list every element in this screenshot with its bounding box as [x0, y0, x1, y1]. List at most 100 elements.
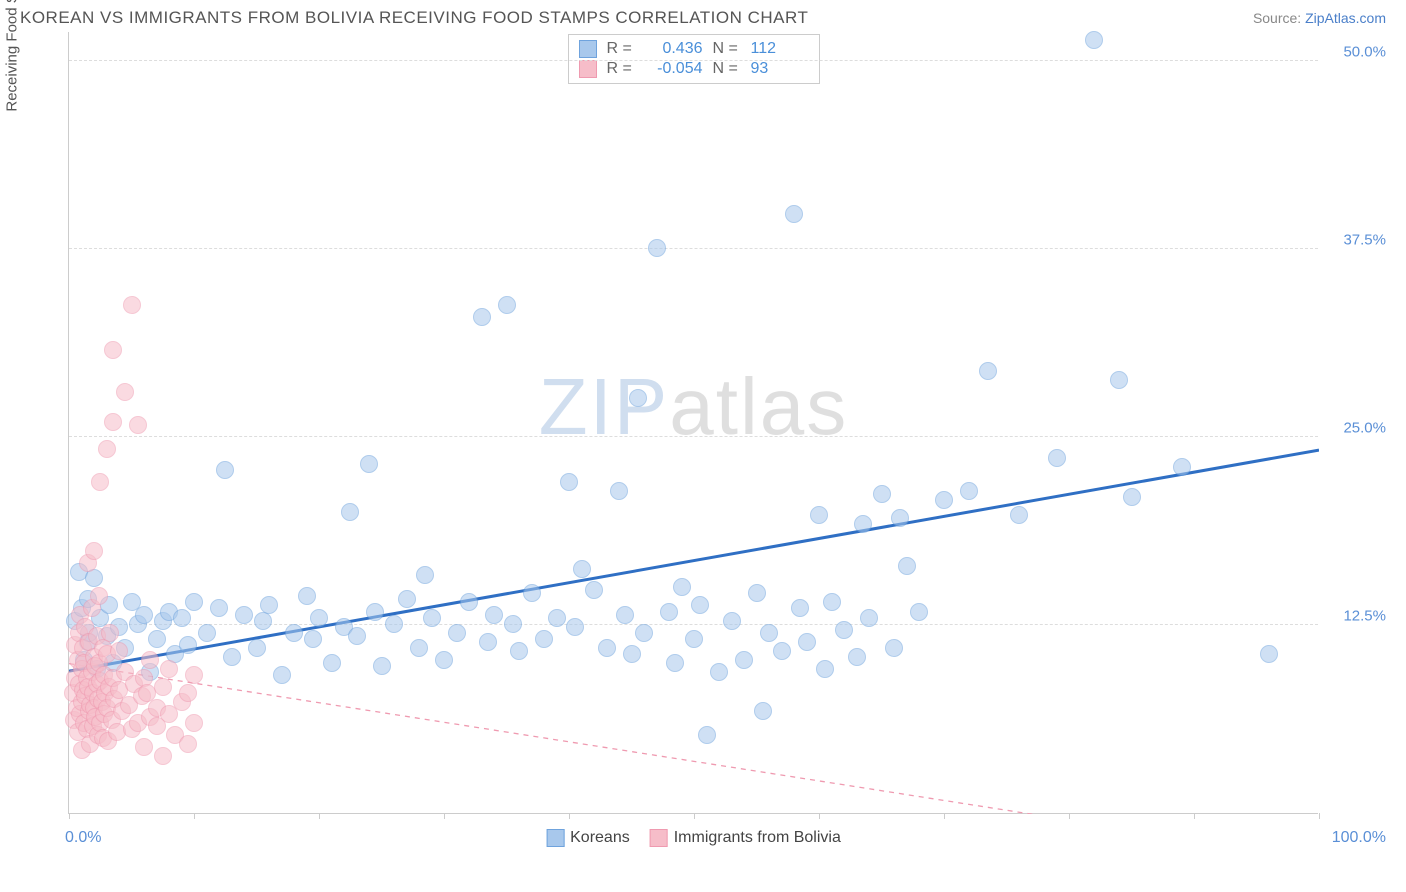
data-point-bolivia — [104, 341, 122, 359]
data-point-koreans — [135, 606, 153, 624]
data-point-koreans — [979, 362, 997, 380]
data-point-koreans — [810, 506, 828, 524]
n-label: N = — [713, 60, 741, 78]
data-point-koreans — [260, 596, 278, 614]
data-point-koreans — [1123, 488, 1141, 506]
data-point-koreans — [848, 648, 866, 666]
data-point-koreans — [1173, 458, 1191, 476]
legend-item-koreans: Koreans — [546, 829, 630, 847]
data-point-koreans — [910, 603, 928, 621]
data-point-koreans — [148, 630, 166, 648]
data-point-koreans — [510, 642, 528, 660]
data-point-bolivia — [98, 440, 116, 458]
data-point-koreans — [860, 609, 878, 627]
data-point-koreans — [485, 606, 503, 624]
legend-item-bolivia: Immigrants from Bolivia — [650, 829, 841, 847]
data-point-koreans — [535, 630, 553, 648]
watermark-atlas: atlas — [669, 362, 848, 451]
data-point-koreans — [1010, 506, 1028, 524]
stats-row-koreans: R =0.436N =112 — [579, 39, 809, 59]
data-point-koreans — [479, 633, 497, 651]
data-point-koreans — [673, 578, 691, 596]
x-tick — [1069, 813, 1070, 819]
data-point-koreans — [548, 609, 566, 627]
gridline — [69, 436, 1318, 437]
stats-row-bolivia: R =-0.054N =93 — [579, 59, 809, 79]
data-point-koreans — [816, 660, 834, 678]
data-point-koreans — [235, 606, 253, 624]
data-point-koreans — [498, 296, 516, 314]
data-point-bolivia — [185, 666, 203, 684]
data-point-koreans — [410, 639, 428, 657]
data-point-koreans — [598, 639, 616, 657]
data-point-bolivia — [160, 660, 178, 678]
data-point-koreans — [523, 584, 541, 602]
y-axis-label: Receiving Food Stamps — [4, 0, 21, 112]
data-point-koreans — [304, 630, 322, 648]
r-value: -0.054 — [645, 60, 703, 78]
data-point-bolivia — [179, 735, 197, 753]
data-point-koreans — [623, 645, 641, 663]
data-point-koreans — [216, 461, 234, 479]
data-point-koreans — [348, 627, 366, 645]
data-point-koreans — [773, 642, 791, 660]
data-point-koreans — [248, 639, 266, 657]
chart-title: KOREAN VS IMMIGRANTS FROM BOLIVIA RECEIV… — [20, 8, 808, 28]
data-point-bolivia — [110, 642, 128, 660]
data-point-koreans — [298, 587, 316, 605]
data-point-bolivia — [179, 684, 197, 702]
data-point-koreans — [748, 584, 766, 602]
data-point-koreans — [760, 624, 778, 642]
data-point-bolivia — [123, 296, 141, 314]
data-point-koreans — [873, 485, 891, 503]
data-point-koreans — [585, 581, 603, 599]
r-label: R = — [607, 40, 635, 58]
data-point-bolivia — [116, 383, 134, 401]
x-tick — [1319, 813, 1320, 819]
gridline — [69, 60, 1318, 61]
swatch-bolivia — [579, 60, 597, 78]
source-link[interactable]: ZipAtlas.com — [1305, 10, 1386, 26]
data-point-koreans — [560, 473, 578, 491]
data-point-koreans — [685, 630, 703, 648]
trend-lines — [69, 32, 1319, 814]
data-point-koreans — [835, 621, 853, 639]
n-label: N = — [713, 40, 741, 58]
r-label: R = — [607, 60, 635, 78]
y-tick-label: 25.0% — [1343, 420, 1386, 437]
data-point-koreans — [1048, 449, 1066, 467]
data-point-koreans — [791, 599, 809, 617]
data-point-koreans — [629, 389, 647, 407]
data-point-koreans — [935, 491, 953, 509]
x-tick — [819, 813, 820, 819]
source-prefix: Source: — [1253, 10, 1305, 26]
data-point-bolivia — [135, 738, 153, 756]
data-point-bolivia — [104, 413, 122, 431]
data-point-koreans — [960, 482, 978, 500]
data-point-koreans — [323, 654, 341, 672]
data-point-koreans — [666, 654, 684, 672]
x-axis-max-label: 100.0% — [1332, 829, 1386, 847]
data-point-bolivia — [90, 587, 108, 605]
n-value: 112 — [751, 40, 809, 58]
data-point-koreans — [735, 651, 753, 669]
y-tick-label: 37.5% — [1343, 232, 1386, 249]
data-point-koreans — [891, 509, 909, 527]
data-point-koreans — [754, 702, 772, 720]
data-point-koreans — [885, 639, 903, 657]
data-point-koreans — [360, 455, 378, 473]
watermark-zip: ZIP — [539, 362, 669, 451]
data-point-koreans — [179, 636, 197, 654]
x-tick — [694, 813, 695, 819]
legend-label: Koreans — [570, 829, 630, 847]
data-point-koreans — [1110, 371, 1128, 389]
x-tick — [319, 813, 320, 819]
chart-header: KOREAN VS IMMIGRANTS FROM BOLIVIA RECEIV… — [0, 0, 1406, 32]
y-tick-label: 50.0% — [1343, 44, 1386, 61]
data-point-koreans — [573, 560, 591, 578]
data-point-koreans — [460, 593, 478, 611]
data-point-koreans — [648, 239, 666, 257]
data-point-koreans — [385, 615, 403, 633]
data-point-koreans — [1085, 31, 1103, 49]
data-point-koreans — [273, 666, 291, 684]
